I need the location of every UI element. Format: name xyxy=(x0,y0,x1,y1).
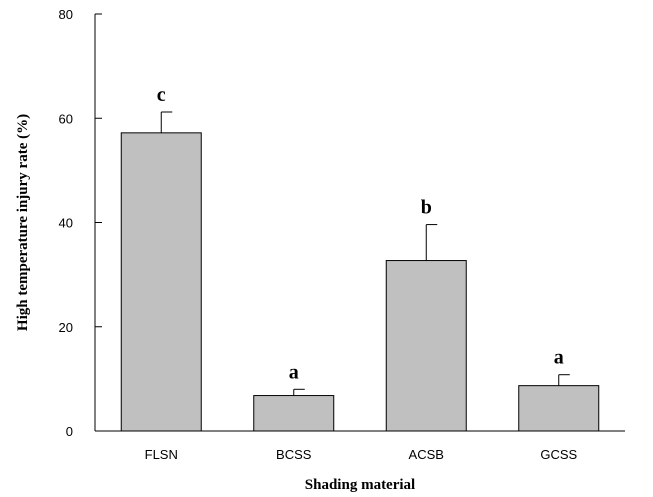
y-tick-label-4: 80 xyxy=(59,7,73,22)
significance-letter-ACSB: b xyxy=(421,197,432,219)
bar-ACSB xyxy=(385,260,467,432)
y-tick-label-1: 20 xyxy=(59,320,73,335)
x-axis-title: Shading material xyxy=(305,477,415,493)
x-tick-label-BCSS: BCSS xyxy=(276,447,312,462)
y-axis-title: High temperature injury rate (%) xyxy=(15,114,31,331)
x-tick-label-GCSS: GCSS xyxy=(540,447,577,462)
y-tick-label-3: 60 xyxy=(59,111,73,126)
labels: 0 20 40 60 80 FLSN c BCSS a ACSB b GCSS a xyxy=(59,7,578,462)
significance-letter-GCSS: a xyxy=(554,347,564,369)
y-tick-label-2: 40 xyxy=(59,216,73,231)
bars xyxy=(120,111,600,432)
bar-BCSS xyxy=(253,395,335,432)
significance-letter-FLSN: c xyxy=(157,84,166,106)
significance-letter-BCSS: a xyxy=(289,361,299,383)
x-tick-label-ACSB: ACSB xyxy=(409,447,444,462)
y-tick-label-0: 0 xyxy=(66,424,73,439)
bar-FLSN xyxy=(120,132,202,432)
bar-GCSS xyxy=(518,385,600,432)
x-tick-label-FLSN: FLSN xyxy=(145,447,178,462)
